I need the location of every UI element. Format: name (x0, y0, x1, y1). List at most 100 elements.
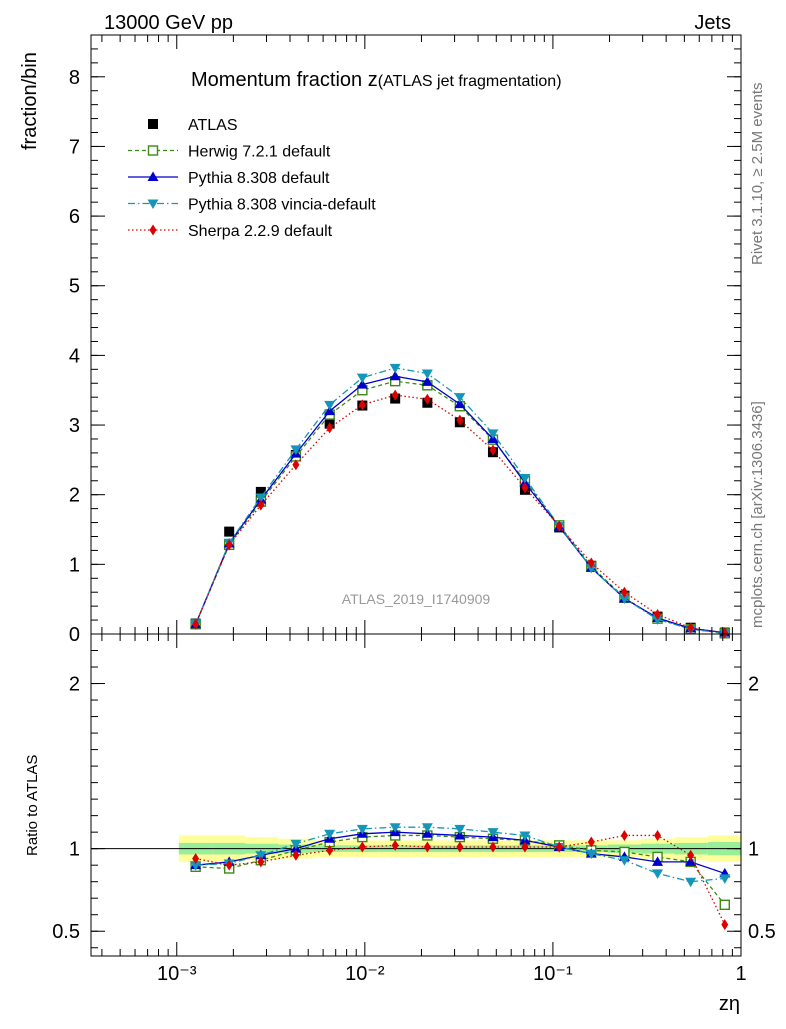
data-point (454, 393, 466, 403)
data-point (456, 414, 464, 426)
ratio-point (326, 844, 334, 856)
main-y-tick-label: 4 (69, 345, 80, 367)
ratio-point (685, 877, 697, 888)
main-plot (190, 363, 731, 639)
ratio-y-tick-label-right: 2 (748, 674, 759, 696)
side-rivet-label: Rivet 3.1.10, ≥ 2.5M events (749, 83, 766, 266)
ratio-point (421, 828, 433, 838)
ratio-point (324, 829, 336, 840)
x-tick-label: 10⁻³ (157, 963, 197, 985)
data-point (652, 615, 664, 625)
ratio-y-tick-label: 1 (69, 839, 80, 861)
ratio-point (454, 824, 466, 835)
ratio-point (618, 856, 630, 866)
ratio-point (487, 828, 499, 838)
process-label: 13000 GeV pp (104, 12, 233, 34)
ratio-point (652, 856, 664, 866)
legend: ATLAS Herwig 7.2.1 default Pythia 8.308 de… (128, 117, 376, 240)
data-point (324, 405, 336, 416)
ratio-point (555, 841, 563, 853)
ratio-point (519, 831, 531, 841)
ratio-point (587, 836, 595, 848)
ratio-point (225, 859, 233, 871)
data-point (389, 363, 401, 374)
data-point (618, 594, 630, 604)
data-point (654, 608, 662, 620)
series-line (195, 394, 725, 634)
legend-label: Herwig 7.2.1 default (188, 144, 331, 161)
legend-marker (147, 199, 159, 209)
data-point (521, 482, 529, 494)
ratio-frame (90, 633, 742, 957)
main-y-tick-label: 5 (69, 276, 80, 298)
data-point (423, 393, 431, 405)
ratio-point (687, 849, 695, 861)
data-point (555, 520, 563, 532)
data-point (356, 379, 368, 389)
legend-label: Sherpa 2.2.9 default (188, 223, 333, 240)
ratio-y-tick-label: 0.5 (52, 921, 80, 943)
x-tick-label: 1 (735, 963, 746, 985)
legend-marker (147, 171, 159, 181)
main-y-tick-label: 8 (69, 67, 80, 89)
legend-label: ATLAS (188, 117, 238, 134)
data-point (620, 586, 628, 598)
data-point (587, 557, 595, 569)
legend-entry-1: Herwig 7.2.1 default (128, 144, 331, 161)
main-y-tick-label: 7 (69, 136, 80, 158)
ratio-point (356, 824, 368, 835)
ratio-y-tick-label-right: 0.5 (748, 921, 776, 943)
legend-marker (147, 145, 159, 156)
ratio-point (255, 851, 267, 861)
data-point (391, 389, 399, 401)
data-point (489, 444, 497, 456)
ratio-point (719, 899, 730, 911)
ratio-y-tick-label: 2 (69, 674, 80, 696)
data-point (224, 526, 235, 537)
ratio-point (620, 829, 628, 841)
legend-label: Pythia 8.308 default (188, 170, 330, 187)
ratio-point (585, 849, 597, 860)
ratio-ylabel: Ratio to ATLAS (24, 755, 41, 856)
main-y-tick-label: 3 (69, 415, 80, 437)
ratio-point (389, 823, 401, 833)
data-point (255, 493, 267, 503)
side-mcplots-label: mcplots.cern.ch [arXiv:1306.3436] (749, 401, 766, 628)
data-point (687, 622, 695, 634)
data-point (257, 499, 265, 511)
x-tick-label: 10⁻² (345, 963, 385, 985)
ratio-point (489, 841, 497, 853)
ratio-point (290, 839, 302, 850)
data-point (389, 370, 401, 381)
watermark: ATLAS_2019_I1740909 (342, 591, 491, 607)
ratio-plot (91, 823, 741, 931)
data-point (454, 398, 466, 409)
ratio-point (719, 874, 731, 884)
ratio-point (521, 841, 529, 853)
main-y-tick-label: 0 (69, 624, 80, 646)
x-axis-label: zη (719, 993, 740, 1015)
ratio-point (652, 869, 664, 879)
ratio-point (192, 853, 200, 865)
series-4 (192, 389, 729, 639)
legend-marker (148, 119, 158, 129)
ratio-point (654, 829, 662, 841)
category-label: Jets (694, 12, 731, 34)
ratio-point (358, 841, 366, 853)
series-line (195, 380, 725, 634)
legend-marker (149, 224, 157, 236)
ratio-point (454, 829, 466, 840)
legend-entry-0: ATLAS (148, 117, 238, 134)
x-tick-label: 10⁻¹ (533, 963, 573, 985)
legend-entry-4: Sherpa 2.2.9 default (128, 223, 333, 240)
ratio-point (292, 849, 300, 861)
data-point (421, 369, 433, 380)
data-point (290, 445, 302, 455)
legend-entry-2: Pythia 8.308 default (128, 170, 330, 187)
data-point (421, 376, 433, 386)
ratio-y-tick-label-right: 1 (748, 839, 759, 861)
ratio-point (190, 861, 202, 871)
main-y-tick-label: 1 (69, 554, 80, 576)
main-title-paren: (ATLAS jet fragmentation) (378, 73, 562, 90)
main-y-tick-label: 2 (69, 485, 80, 507)
